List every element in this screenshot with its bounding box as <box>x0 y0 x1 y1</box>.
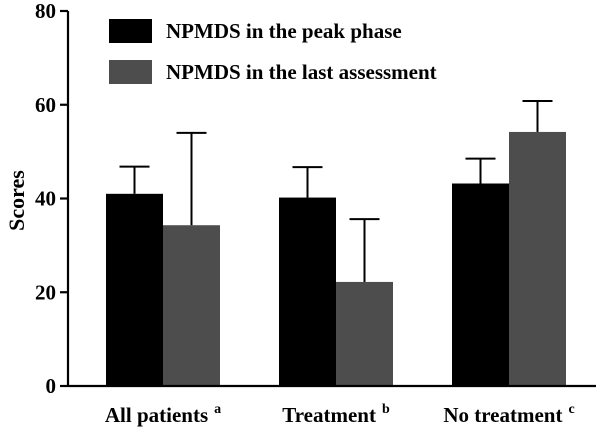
category-name: Treatment <box>282 403 376 427</box>
x-tick-label: Treatment b <box>282 402 390 427</box>
y-tick-label: 60 <box>35 93 56 117</box>
bar-peak-0 <box>106 193 163 386</box>
y-axis-ticks: 0 20 40 60 80 <box>35 0 68 398</box>
bar-peak-1 <box>279 197 336 386</box>
x-tick-label: No treatment c <box>443 402 574 427</box>
category-superscript: c <box>568 402 574 417</box>
legend: NPMDS in the peak phase NPMDS in the last… <box>109 19 437 84</box>
legend-label: NPMDS in the last assessment <box>166 60 437 84</box>
y-tick-label: 80 <box>35 0 56 23</box>
bar-peak-2 <box>452 183 509 386</box>
y-axis-title: Scores <box>4 170 29 231</box>
y-tick-label: 20 <box>35 280 56 304</box>
legend-label: NPMDS in the peak phase <box>166 19 402 43</box>
bar-last-1 <box>336 281 393 386</box>
legend-swatch <box>109 19 152 43</box>
bar-last-0 <box>163 225 220 386</box>
error-bars <box>119 100 553 282</box>
category-name: All patients <box>105 403 208 427</box>
y-tick-label: 0 <box>46 374 57 398</box>
category-name: No treatment <box>443 403 562 427</box>
x-tick-label: All patients a <box>105 402 221 427</box>
bar-last-2 <box>509 131 566 386</box>
legend-swatch <box>109 60 152 84</box>
bars <box>106 131 566 386</box>
category-superscript: a <box>214 402 221 417</box>
category-superscript: b <box>382 402 390 417</box>
x-axis-labels: All patients a Treatment b No treatment c <box>105 402 575 427</box>
y-tick-label: 40 <box>35 187 56 211</box>
